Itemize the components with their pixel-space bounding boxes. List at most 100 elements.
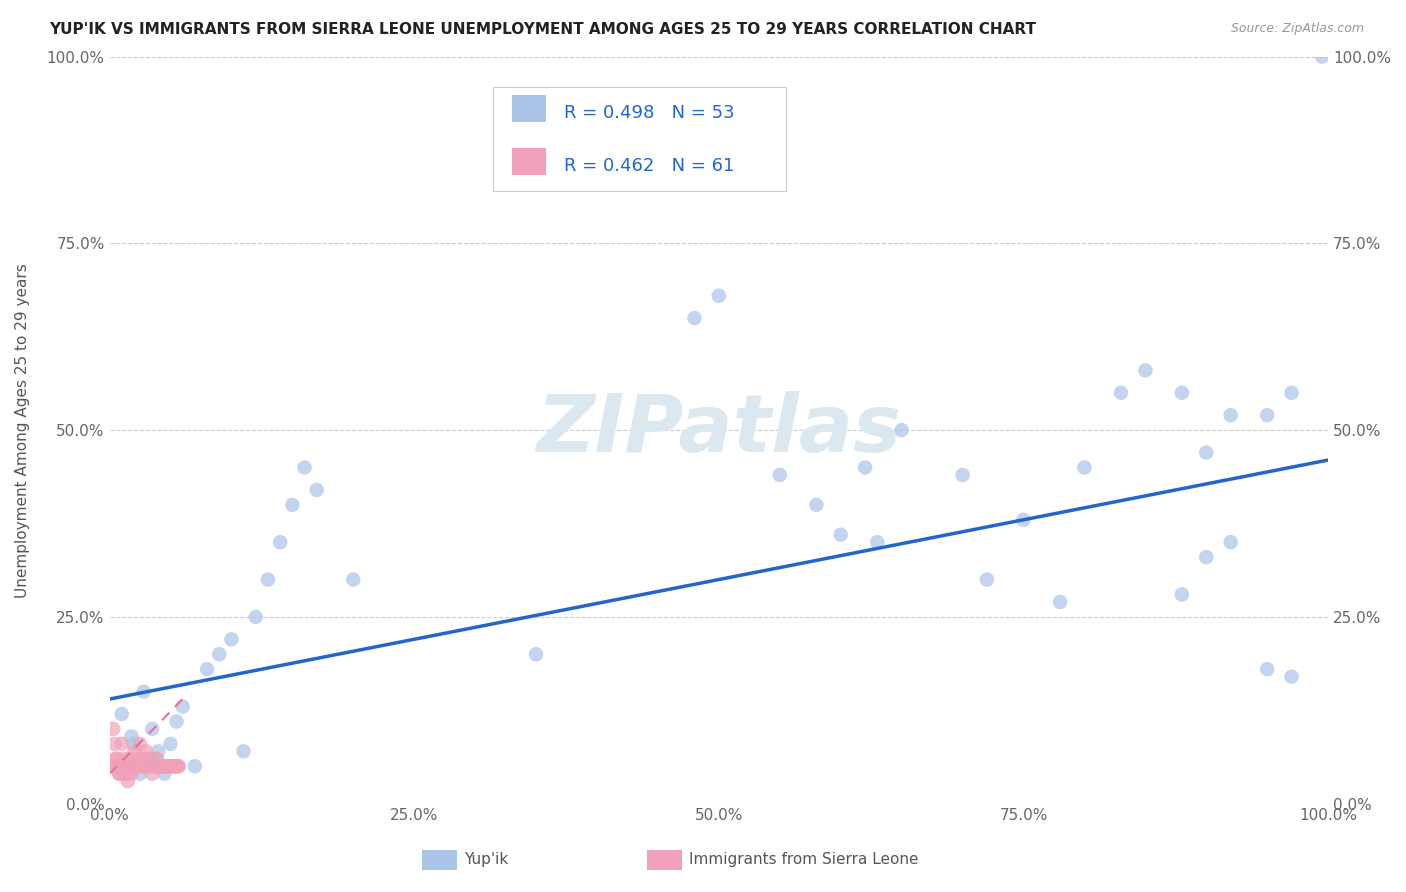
Point	[232, 744, 254, 758]
Point	[165, 759, 187, 773]
Point	[281, 498, 304, 512]
Point	[1073, 460, 1095, 475]
Point	[294, 460, 316, 475]
Point	[1109, 385, 1132, 400]
Point	[952, 467, 974, 482]
Point	[167, 759, 190, 773]
Point	[166, 714, 188, 729]
Point	[145, 759, 167, 773]
Point	[1171, 385, 1194, 400]
Text: ZIPatlas: ZIPatlas	[536, 392, 901, 469]
Point	[114, 759, 136, 773]
Point	[157, 759, 180, 773]
Point	[117, 759, 139, 773]
Point	[156, 759, 179, 773]
Point	[150, 759, 173, 773]
Point	[111, 706, 134, 721]
Point	[103, 759, 125, 773]
Point	[1049, 595, 1071, 609]
Point	[1281, 670, 1303, 684]
Point	[172, 699, 194, 714]
Point	[976, 573, 998, 587]
Point	[1195, 550, 1218, 565]
Point	[152, 759, 174, 773]
Point	[1012, 513, 1035, 527]
Point	[124, 752, 146, 766]
Point	[127, 759, 149, 773]
Point	[111, 737, 134, 751]
Point	[146, 752, 169, 766]
Point	[269, 535, 291, 549]
Point	[118, 752, 141, 766]
Point	[135, 744, 157, 758]
Point	[184, 759, 207, 773]
Point	[153, 766, 176, 780]
Point	[105, 752, 128, 766]
Point	[129, 759, 152, 773]
Point	[148, 759, 170, 773]
Point	[160, 759, 183, 773]
Point	[128, 759, 150, 773]
Point	[1195, 445, 1218, 459]
Point	[121, 766, 143, 780]
Point	[166, 759, 188, 773]
Point	[155, 759, 177, 773]
Point	[1256, 662, 1278, 676]
Point	[1256, 408, 1278, 422]
Point	[122, 737, 145, 751]
Point	[141, 722, 163, 736]
Point	[866, 535, 889, 549]
Point	[153, 759, 176, 773]
Point	[108, 766, 131, 780]
Point	[208, 647, 231, 661]
Point	[129, 752, 152, 766]
Point	[148, 744, 170, 758]
Bar	[512, 147, 546, 175]
Point	[1219, 408, 1241, 422]
Point	[125, 759, 148, 773]
Point	[148, 759, 170, 773]
Bar	[494, 87, 786, 191]
Text: Immigrants from Sierra Leone: Immigrants from Sierra Leone	[689, 853, 918, 867]
Point	[166, 759, 188, 773]
Point	[129, 737, 152, 751]
Point	[103, 722, 125, 736]
Point	[342, 573, 364, 587]
Point	[1219, 535, 1241, 549]
Point	[245, 610, 267, 624]
Point	[117, 759, 139, 773]
Point	[195, 662, 218, 676]
Text: Yup'ik: Yup'ik	[464, 853, 508, 867]
Point	[524, 647, 547, 661]
Point	[142, 759, 165, 773]
Point	[110, 759, 132, 773]
Point	[111, 759, 134, 773]
Point	[159, 737, 181, 751]
Point	[257, 573, 280, 587]
Point	[1310, 50, 1333, 64]
Point	[157, 759, 180, 773]
Point	[134, 759, 156, 773]
Point	[890, 423, 912, 437]
Text: R = 0.498   N = 53: R = 0.498 N = 53	[564, 104, 735, 122]
Point	[121, 730, 143, 744]
Y-axis label: Unemployment Among Ages 25 to 29 years: Unemployment Among Ages 25 to 29 years	[15, 263, 30, 598]
Point	[132, 684, 155, 698]
Point	[1171, 587, 1194, 601]
Point	[120, 759, 142, 773]
Point	[117, 774, 139, 789]
Point	[143, 759, 166, 773]
Point	[139, 759, 162, 773]
Point	[104, 752, 127, 766]
Point	[159, 759, 181, 773]
Point	[806, 498, 828, 512]
Point	[139, 752, 162, 766]
Point	[830, 527, 852, 541]
Point	[107, 759, 129, 773]
Point	[1281, 385, 1303, 400]
Point	[115, 766, 138, 780]
Point	[707, 289, 730, 303]
Point	[769, 467, 792, 482]
Point	[122, 744, 145, 758]
Point	[163, 759, 186, 773]
